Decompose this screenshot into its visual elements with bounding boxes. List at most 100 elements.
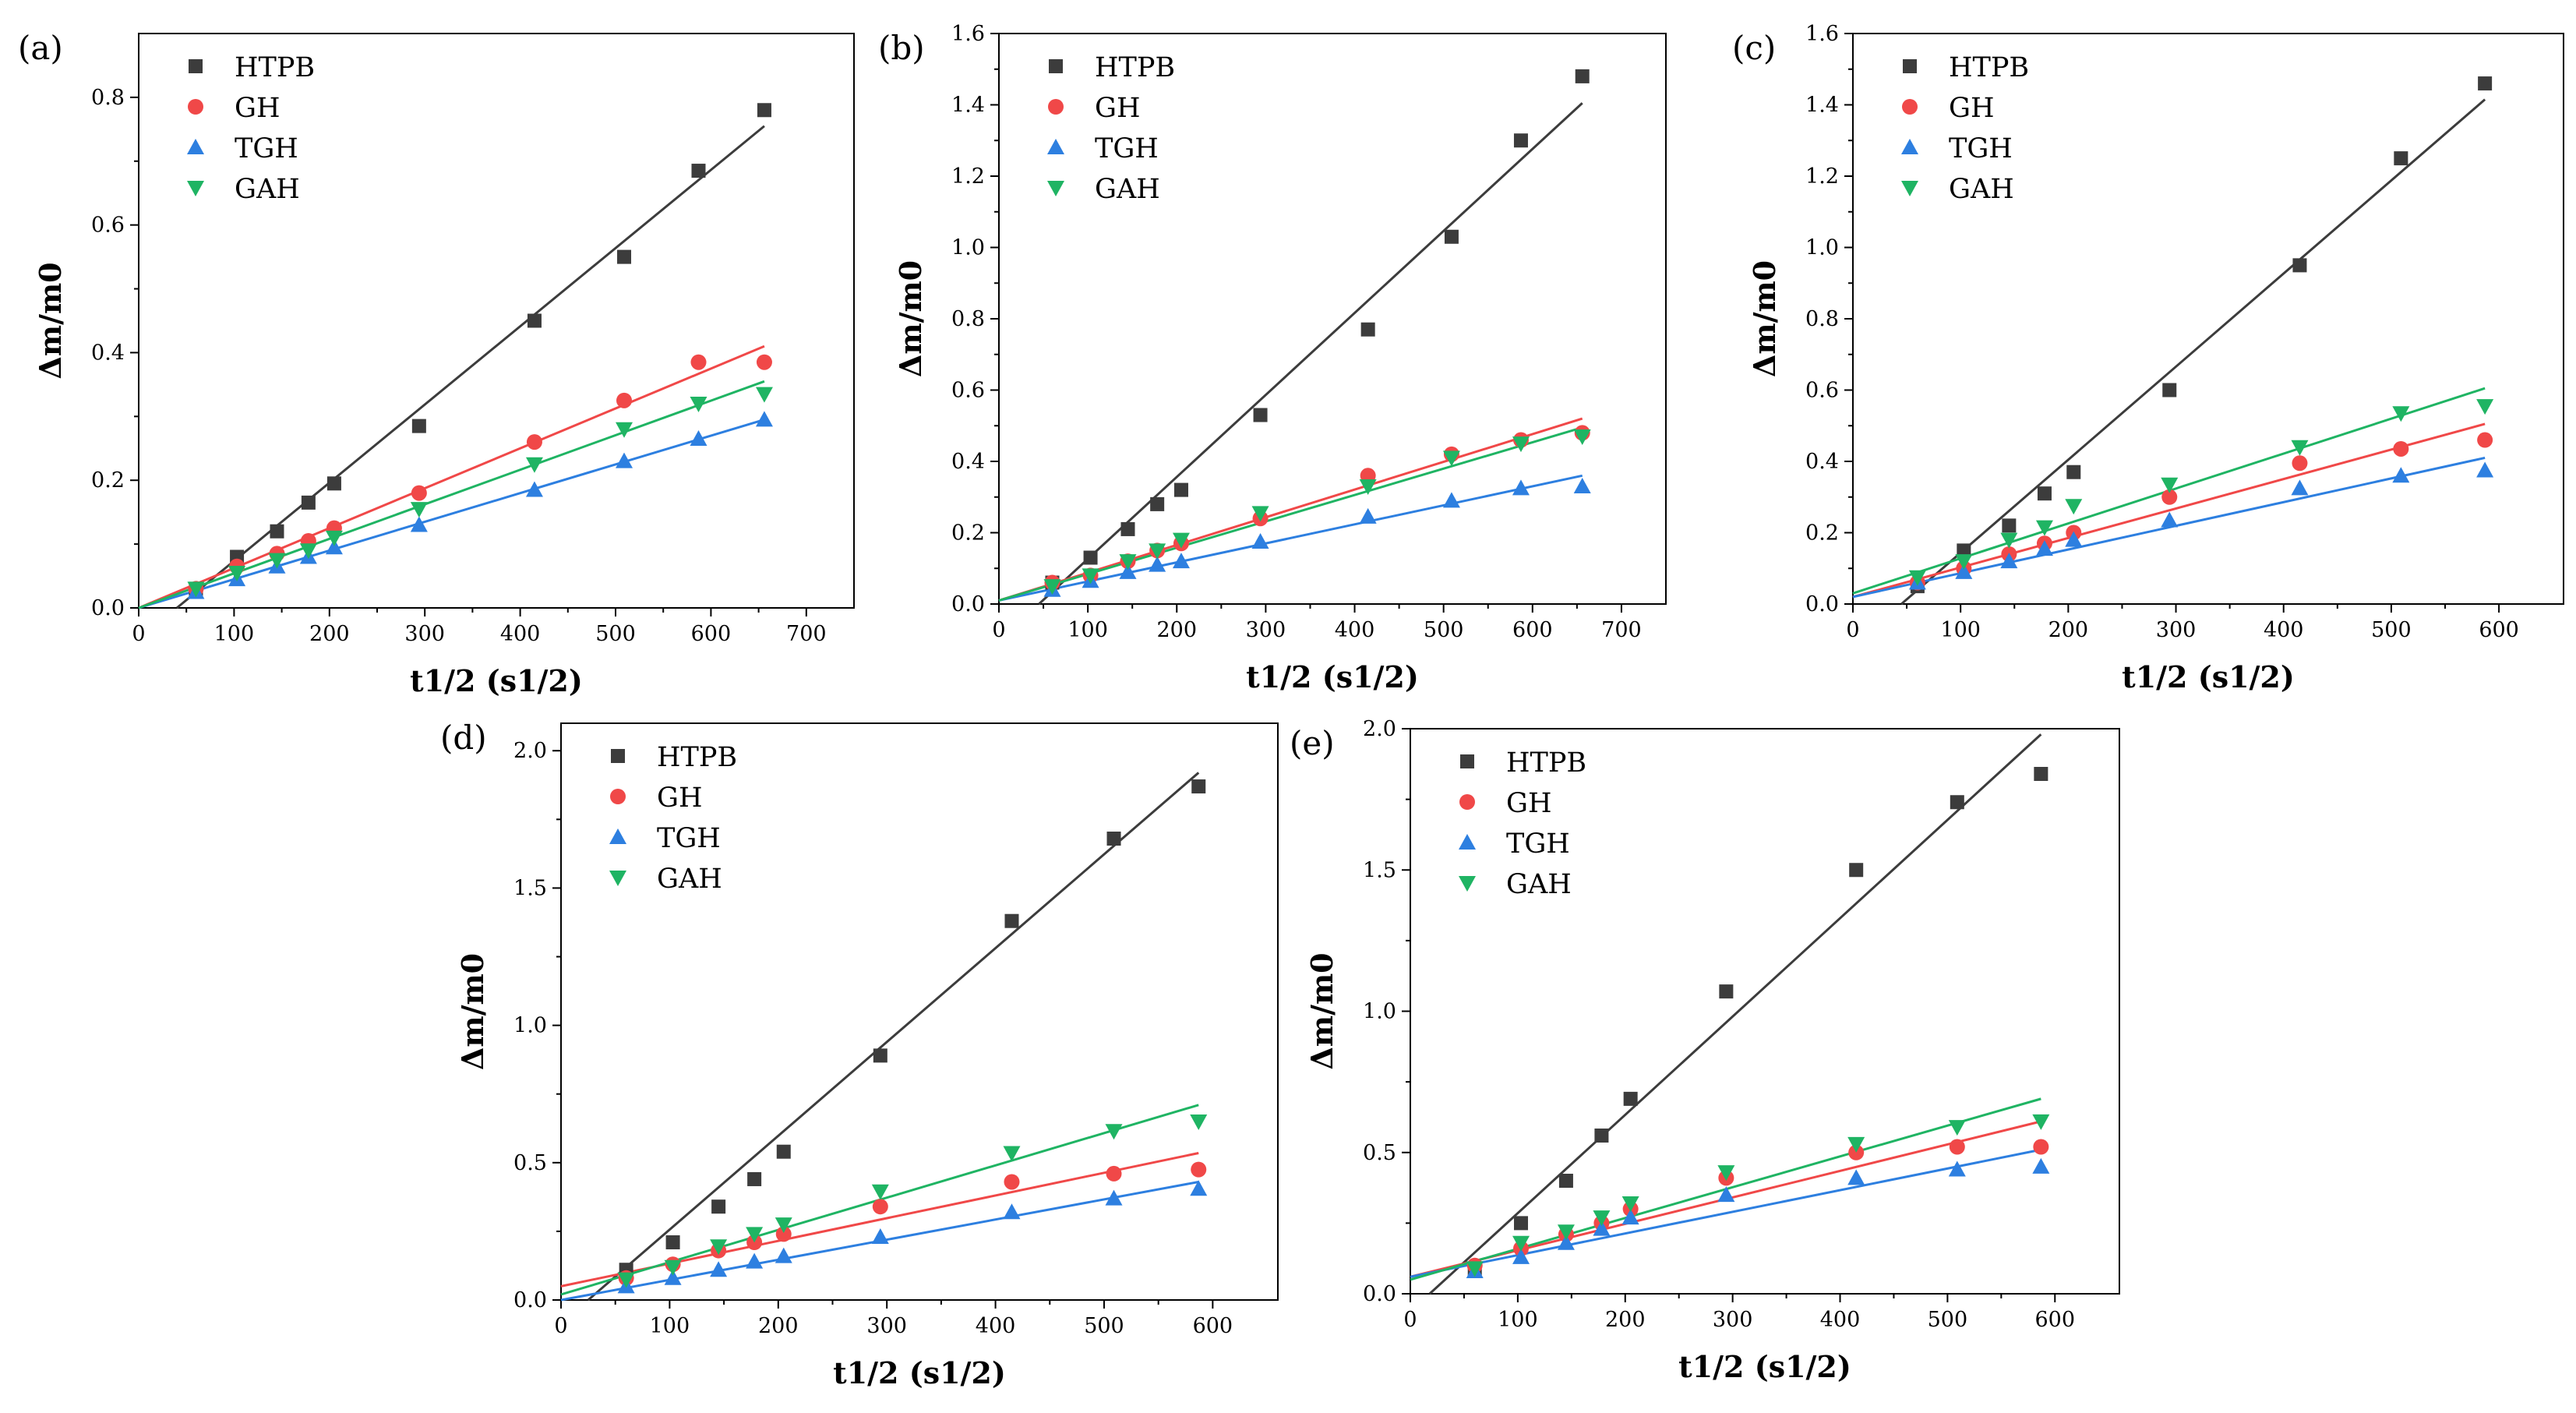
data-point-htpb xyxy=(1558,1174,1573,1188)
data-point-gah xyxy=(525,457,543,473)
data-point-htpb xyxy=(1575,69,1590,83)
data-point-gah xyxy=(1948,1120,1966,1136)
data-point-gah xyxy=(1512,1235,1530,1252)
data-point-tgh xyxy=(746,1252,764,1269)
data-point-htpb xyxy=(711,1199,726,1214)
data-point-htpb xyxy=(2002,518,2017,533)
legend-label: TGH xyxy=(1949,133,2013,164)
panel-e: 0 100 200 300 400 500 600 0.0 0.5 1.0 1.5 2.0 (e) t1/… xyxy=(1290,717,2120,1384)
data-point-htpb xyxy=(1849,863,1864,878)
y-tick-label: 0.4 xyxy=(91,341,125,365)
data-point-gh xyxy=(616,392,633,408)
legend-label: GH xyxy=(657,782,702,814)
data-point-tgh xyxy=(410,516,428,532)
x-tick-label: 0 xyxy=(1846,618,1859,642)
x-tick-label: 100 xyxy=(1940,618,1981,642)
legend-marker-gah xyxy=(1459,876,1476,892)
y-tick-label: 1.0 xyxy=(1363,1000,1396,1024)
legend-label: GH xyxy=(1949,93,1994,124)
x-tick-label: 700 xyxy=(786,622,827,646)
legend-label: GH xyxy=(235,93,280,124)
data-point-htpb xyxy=(2037,486,2052,501)
data-point-htpb xyxy=(1004,913,1019,928)
panel-label: (b) xyxy=(878,29,925,67)
series-tgh xyxy=(1466,1157,2050,1278)
data-point-gh xyxy=(1949,1139,1965,1155)
y-tick-label: 0.6 xyxy=(1805,379,1839,403)
data-point-gah xyxy=(1717,1165,1735,1182)
panel-d: 0 100 200 300 400 500 600 0.0 0.5 1.0 1.5 2.0 (d) t1/… xyxy=(440,719,1279,1390)
x-tick-label: 400 xyxy=(2264,618,2304,642)
y-tick-label: 0.8 xyxy=(91,86,125,110)
data-point-gah xyxy=(710,1239,728,1256)
x-tick-label: 300 xyxy=(404,622,445,646)
y-tick-label: 1.0 xyxy=(951,236,985,260)
x-tick-label: 500 xyxy=(1424,618,1464,642)
legend-marker-htpb xyxy=(1049,59,1063,73)
legend-marker-tgh xyxy=(1459,834,1476,850)
plot-frame xyxy=(560,722,1279,1301)
x-tick-label: 300 xyxy=(866,1314,907,1338)
data-point-gah xyxy=(410,502,428,518)
y-tick-label: 0.2 xyxy=(91,468,125,493)
y-tick-label: 1.6 xyxy=(1805,22,1839,46)
series-tgh xyxy=(617,1180,1208,1294)
data-point-htpb xyxy=(747,1171,762,1186)
y-tick-label: 0.0 xyxy=(951,592,985,616)
y-tick-label: 0.2 xyxy=(951,521,985,546)
legend-label: GH xyxy=(1506,788,1551,819)
series-gh xyxy=(1909,432,2493,591)
x-tick-label: 600 xyxy=(2479,618,2519,642)
x-tick-label: 600 xyxy=(1512,618,1553,642)
legend-marker-gah xyxy=(609,871,626,886)
data-point-gah xyxy=(1043,579,1061,595)
legend-label: HTPB xyxy=(657,742,737,773)
y-axis-label: Δm/m0 xyxy=(1747,260,1782,377)
panel-a: 0 100 200 300 400 500 600 700 0.0 0.2 0.4 0.6 0.8 (a)… xyxy=(18,29,855,698)
x-tick-label: 0 xyxy=(1403,1308,1417,1332)
data-point-htpb xyxy=(1950,795,1964,810)
data-point-gah xyxy=(2161,477,2179,493)
y-tick-label: 1.6 xyxy=(951,22,985,46)
legend-marker-gah xyxy=(1901,181,1918,196)
x-axis-label: t1/2 (s1/2) xyxy=(1246,659,1419,694)
data-point-gah xyxy=(1119,554,1137,570)
x-tick-label: 400 xyxy=(500,622,541,646)
fit-line-htpb xyxy=(1900,98,2486,606)
x-axis-label: t1/2 (s1/2) xyxy=(410,663,583,698)
data-point-gah xyxy=(1512,436,1530,453)
y-axis-label: Δm/m0 xyxy=(893,260,928,377)
data-point-tgh xyxy=(525,481,543,497)
x-tick-label: 100 xyxy=(1067,618,1108,642)
x-axis-label: t1/2 (s1/2) xyxy=(2122,659,2295,694)
data-point-tgh xyxy=(1621,1209,1639,1225)
data-point-gah xyxy=(1190,1114,1208,1130)
y-tick-label: 0.5 xyxy=(513,1151,547,1175)
panel-label: (a) xyxy=(18,29,63,67)
y-tick-label: 1.4 xyxy=(951,94,985,118)
x-tick-label: 500 xyxy=(595,622,636,646)
fit-line-htpb xyxy=(1038,102,1583,606)
legend-marker-htpb xyxy=(1460,754,1474,768)
legend-marker-tgh xyxy=(1901,139,1918,154)
data-point-gah xyxy=(1466,1261,1484,1277)
data-point-gah xyxy=(2035,520,2053,536)
legend-marker-gh xyxy=(1902,99,1918,115)
fit-line-htpb xyxy=(587,772,1200,1302)
data-point-htpb xyxy=(1191,779,1206,794)
plot-frame xyxy=(138,33,855,609)
data-point-htpb xyxy=(2066,465,2081,479)
data-point-gah xyxy=(775,1217,792,1234)
data-point-htpb xyxy=(2292,258,2307,273)
data-point-htpb xyxy=(270,524,284,539)
data-point-gah xyxy=(1908,570,1926,586)
panel-label: (c) xyxy=(1732,29,1776,67)
data-point-tgh xyxy=(690,429,708,446)
data-point-gh xyxy=(2161,489,2178,505)
y-tick-label: 0.6 xyxy=(91,214,125,238)
x-tick-label: 500 xyxy=(2371,618,2412,642)
data-point-gah xyxy=(1149,543,1166,560)
data-point-gah xyxy=(2476,399,2494,415)
x-tick-label: 100 xyxy=(214,622,255,646)
legend-label: HTPB xyxy=(235,52,315,83)
